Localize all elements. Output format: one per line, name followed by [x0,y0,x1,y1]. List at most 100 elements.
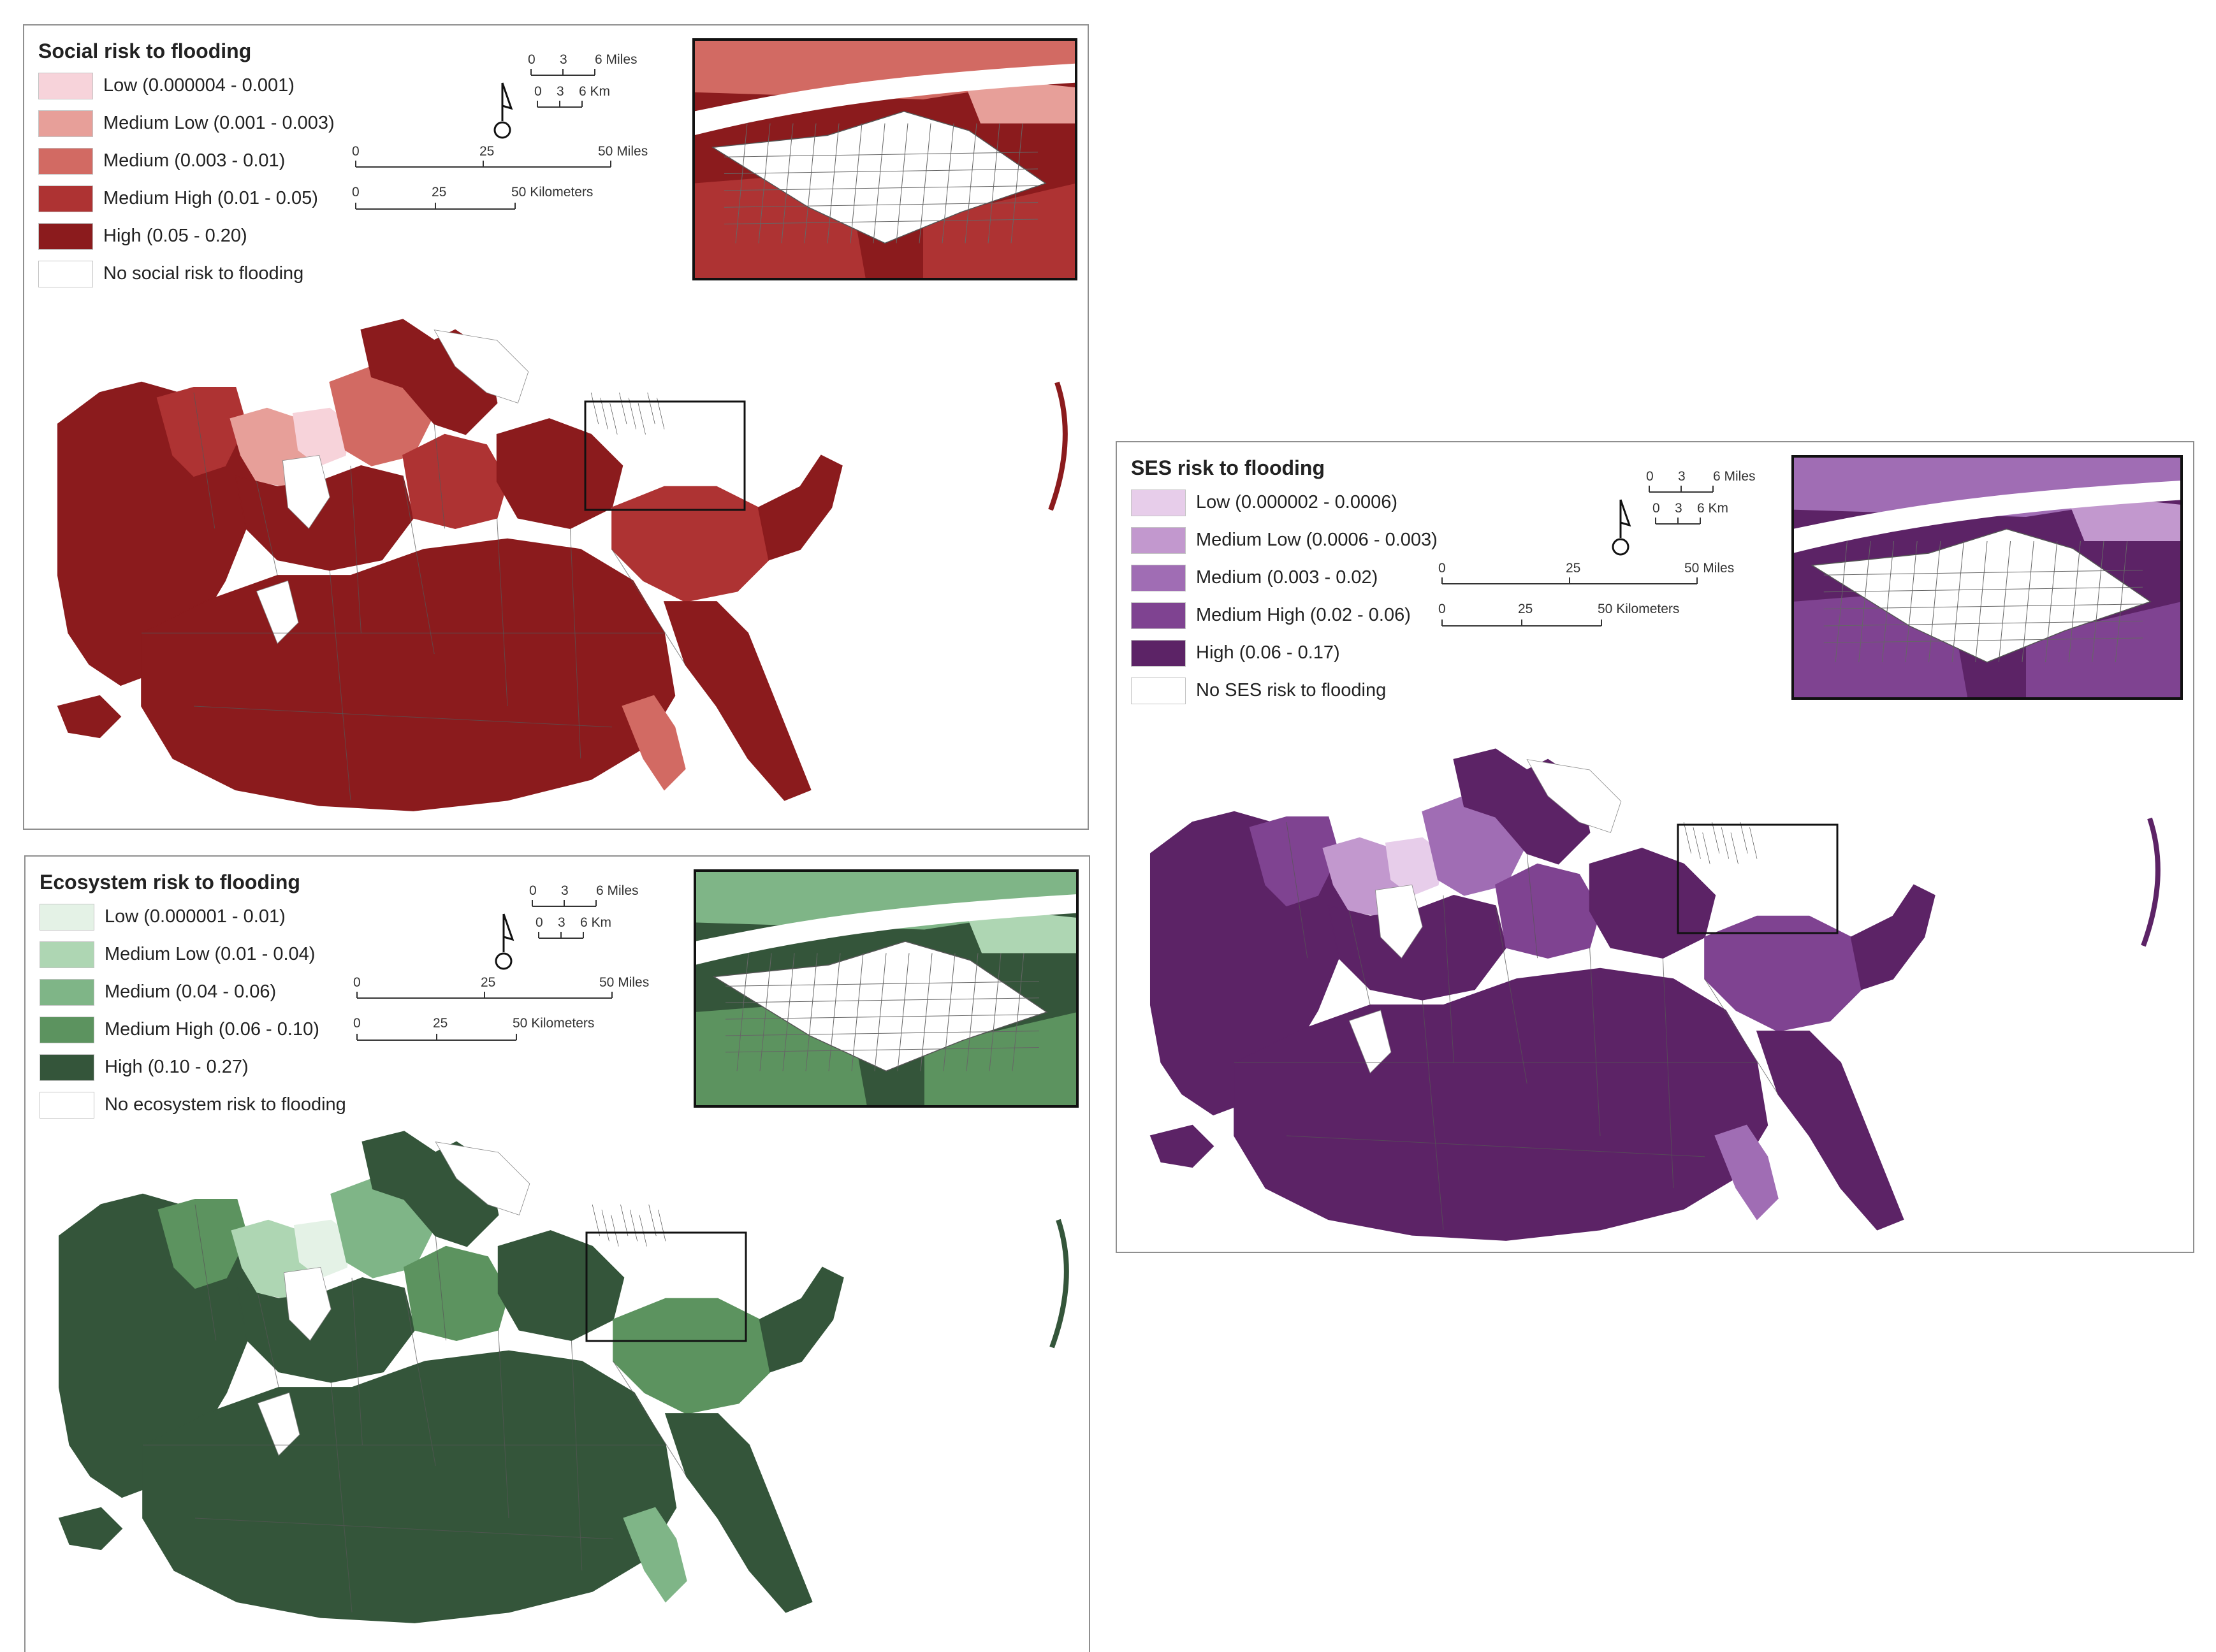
tract-boundary [1589,947,1601,1136]
scale-tick-label: 50 Miles [1684,561,1734,576]
scale-tick-label: 50 Miles [599,975,649,990]
scale-tick-label: 0 [529,883,537,898]
risk-region [1704,915,1862,1032]
region-layer [58,1131,844,1623]
legend-title: Ecosystem risk to flooding [40,871,300,894]
no-risk-region [256,580,299,644]
legend-swatch [40,1054,94,1081]
scale-tick-label: 0 [1646,469,1654,484]
city-tract-line [611,1215,619,1247]
scale-tick-label: 0 [1652,501,1660,516]
legend-item-low: Low (0.000004 - 0.001) [38,67,335,105]
main-scale-bar: 0 25 50 Miles 0 25 50 Kilometers [353,975,649,1041]
legend-swatch [1131,677,1186,704]
scale-bar-line [355,203,516,210]
city-tract-line [1835,540,1848,663]
legend-item-high: High (0.06 - 0.17) [1131,634,1438,672]
scale-bar-line [532,900,597,907]
city-tract-line [638,403,646,435]
legend-item-low: Low (0.000001 - 0.01) [40,898,346,936]
river [695,894,1077,965]
tract-boundary [257,1293,279,1388]
city-area [712,941,1048,1072]
legend-title: Social risk to flooding [38,40,252,62]
city-tract-line [1702,832,1710,864]
scale-tick-label: 0 [528,52,536,67]
legend-label: Medium (0.04 - 0.06) [105,982,277,1002]
scale-tick-label: 3 [1678,469,1686,484]
city-tract-line [1823,570,2143,576]
city-tract-line [919,123,931,243]
city-tract-line [725,981,1040,987]
legend-item-medium-high: Medium High (0.01 - 0.05) [38,180,335,217]
city-tract-line [736,953,749,1071]
city-tract-line [896,123,908,243]
risk-region [292,407,351,467]
risk-region [156,386,247,477]
inset-map [694,869,1079,1108]
tract-boundary [404,1288,436,1467]
scale-tick-label: 25 [479,144,494,159]
risk-region [1495,863,1601,959]
legend-swatch [38,110,93,137]
risk-region [402,433,508,530]
legend-label: Medium High (0.06 - 0.10) [105,1019,319,1040]
city-tract-line [920,953,933,1071]
risk-region [157,1198,248,1289]
legend-swatch [40,1091,94,1119]
ecosystem-risk-map-panel: Ecosystem risk to flooding Low (0.000001… [24,855,1090,1652]
social-risk-map-panel: Social risk to flooding Low (0.000004 - … [23,24,1089,830]
legend: Ecosystem risk to flooding Low (0.000001… [40,871,346,1124]
legend-swatch [40,1016,94,1043]
legend-label: No SES risk to flooding [1196,680,1387,700]
legend-item-no-risk: No SES risk to flooding [1131,672,1438,709]
city-tract-line [724,168,1039,175]
legend-item-medium: Medium (0.04 - 0.06) [40,973,346,1011]
city-tract-line [1823,637,2143,644]
legend-label: Medium Low (0.0006 - 0.003) [1196,530,1438,550]
scale-tick-label: 25 [433,1016,448,1031]
main-scale-bar: 0 25 50 Miles 0 25 50 Kilometers [352,144,648,210]
tract-boundary [1443,895,1454,1063]
scale-tick-label: 0 [536,915,543,930]
inset-frame [692,38,1077,280]
city-tract-line [965,123,977,243]
scale-tick-label: 50 Kilometers [513,1016,594,1031]
legend-swatch [38,222,93,250]
no-risk-region [1374,884,1423,959]
legend-label: Low (0.000001 - 0.01) [105,906,286,927]
legend-item-medium: Medium (0.003 - 0.01) [38,142,335,180]
scale-bar-line [1441,577,1698,584]
city-tract-line [2092,540,2104,663]
scale-tick-label: 6 Miles [596,883,639,898]
legend-swatch [38,185,93,212]
city-tract-line [1749,827,1758,859]
risk-region [1714,1124,1779,1221]
tract-boundary [256,481,278,576]
legend-label: Medium Low (0.001 - 0.003) [103,113,335,133]
tract-boundary [1662,958,1674,1189]
legend-item-medium-low: Medium Low (0.001 - 0.003) [38,105,335,142]
legend-swatch [40,978,94,1006]
tract-boundary [194,1204,217,1341]
city-tract-line [592,1204,600,1236]
city-tract-line [628,398,637,430]
city-area [1811,528,2152,663]
city-tract-line [1823,586,2143,593]
city-tract-line [647,392,655,424]
city-tract-line [1730,832,1739,864]
city-tract-line [639,1215,647,1247]
risk-region [404,1245,509,1342]
main-scale-bar: 0 25 50 Miles 0 25 50 Kilometers [1438,561,1734,627]
city-tract-line [943,953,956,1071]
scale-bar-line [1649,486,1714,493]
legend-label: Medium (0.003 - 0.01) [103,150,286,171]
tract-boundary [569,528,581,759]
inset-frame [1791,455,2183,700]
inset-locator-box [1677,823,1839,934]
legend-swatch [38,260,93,287]
legend-swatch [38,147,93,175]
city-tract-line [657,398,665,430]
